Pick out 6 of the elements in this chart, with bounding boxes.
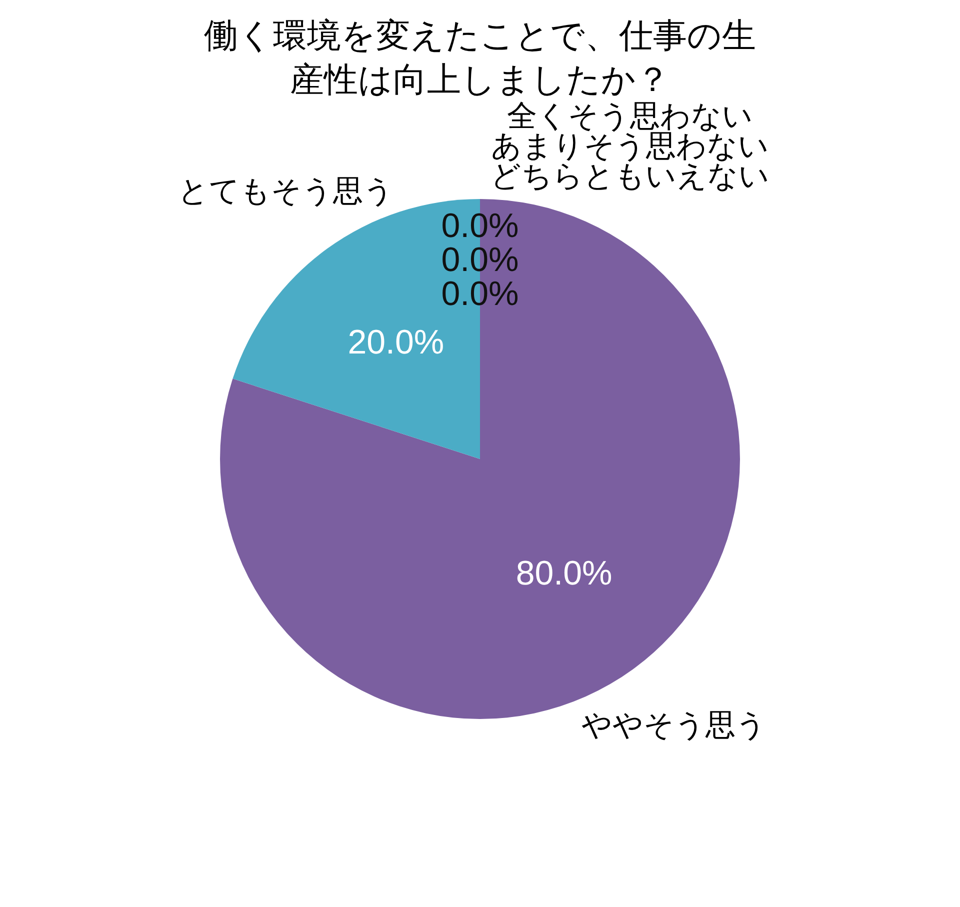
chart-title: 働く環境を変えたことで、仕事の生産性は向上しましたか？: [204, 17, 756, 99]
data-label: 80.0%: [516, 554, 612, 593]
slice-label: とてもそう思う: [178, 175, 394, 208]
slice-label: ややそう思う: [581, 708, 766, 742]
category-label: 全くそう思わない: [507, 100, 753, 133]
data-label: 20.0%: [348, 323, 444, 362]
